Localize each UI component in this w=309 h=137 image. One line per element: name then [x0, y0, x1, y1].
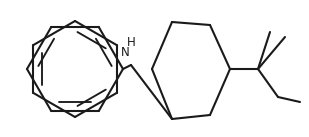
- Text: H: H: [127, 35, 135, 48]
- Text: N: N: [121, 45, 129, 58]
